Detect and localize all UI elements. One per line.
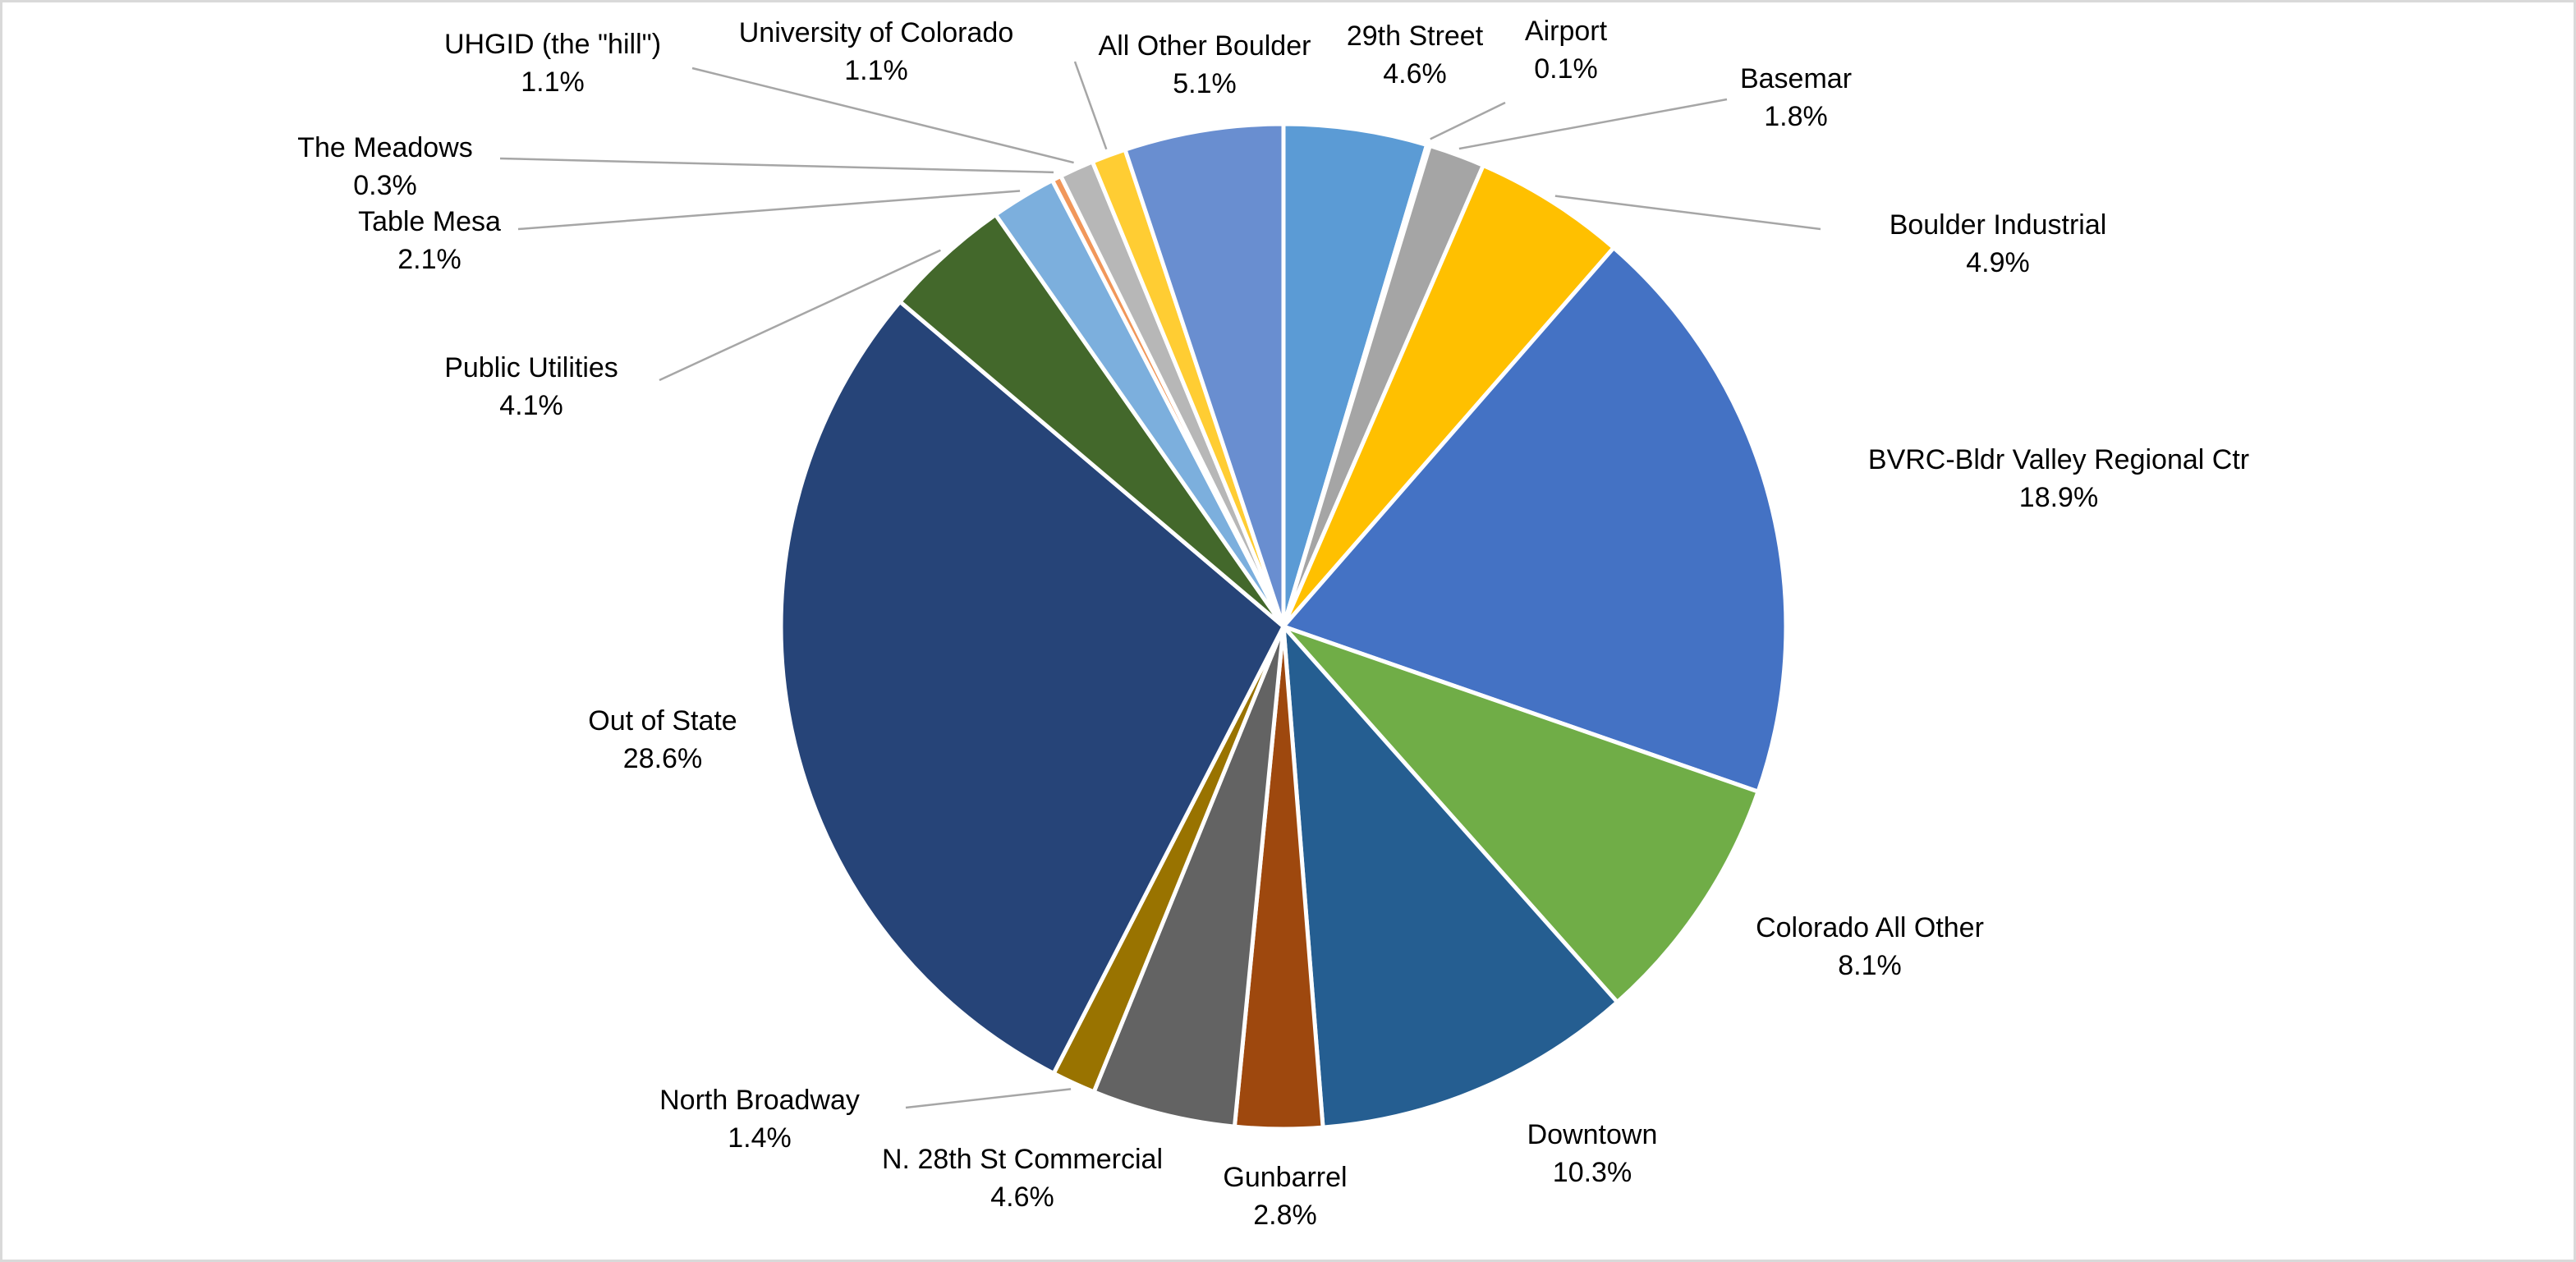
- slice-value-label: 0.3%: [353, 170, 417, 201]
- leader-line: [1430, 101, 1506, 140]
- slice-value-label: 1.1%: [844, 55, 908, 86]
- slice-label: The Meadows: [297, 132, 473, 163]
- pie-slice-out-of-state: [778, 298, 1287, 1076]
- slice-value-label: 2.1%: [397, 244, 461, 275]
- pie-slice-downtown: [1280, 620, 1621, 1130]
- pie-slice-colorado-all-other: [1276, 622, 1761, 1006]
- slice-label: North Broadway: [659, 1085, 860, 1116]
- slice-label: University of Colorado: [739, 17, 1013, 48]
- slice-value-label: 18.9%: [2019, 482, 2098, 513]
- leader-line: [517, 190, 1021, 231]
- slice-value-label: 1.1%: [521, 67, 585, 98]
- slice-value-label: 0.1%: [1534, 53, 1598, 85]
- slice-label: All Other Boulder: [1099, 30, 1311, 62]
- slice-value-label: 8.1%: [1838, 950, 1902, 981]
- pie-slice-all-other-boulder: [1122, 122, 1286, 627]
- slice-label: Airport: [1525, 16, 1608, 47]
- slice-value-label: 2.8%: [1253, 1200, 1317, 1231]
- slice-label: Basemar: [1740, 63, 1852, 94]
- slice-value-label: 4.6%: [1383, 58, 1447, 89]
- slice-value-label: 4.9%: [1966, 247, 2030, 278]
- slice-label: Out of State: [588, 705, 737, 737]
- leader-line: [691, 67, 1074, 164]
- slice-label: Colorado All Other: [1756, 912, 1984, 943]
- pie-slice-boulder-industrial: [1281, 163, 1617, 628]
- leader-line: [659, 249, 941, 382]
- leader-line: [905, 1088, 1072, 1109]
- leader-line: [499, 157, 1054, 174]
- slice-value-label: 1.8%: [1764, 101, 1828, 132]
- slice-value-label: 5.1%: [1173, 68, 1237, 99]
- leader-line: [1458, 98, 1728, 150]
- pie-slice-n-28th-st-commercial: [1091, 626, 1286, 1129]
- slice-label: Boulder Industrial: [1890, 209, 2107, 241]
- leader-line: [1073, 61, 1108, 150]
- slice-label: Public Utilities: [444, 352, 618, 383]
- slice-value-label: 1.4%: [728, 1122, 792, 1154]
- leader-line: [1554, 195, 1821, 231]
- slice-label: Gunbarrel: [1223, 1162, 1347, 1193]
- slice-label: UHGID (the "hill"): [444, 29, 661, 60]
- slice-label: Downtown: [1527, 1119, 1658, 1150]
- slice-label: N. 28th St Commercial: [882, 1144, 1163, 1175]
- slice-label: Table Mesa: [358, 206, 501, 237]
- pie-slice-bvrc-bldr-valley-regional-ctr: [1279, 245, 1789, 795]
- slice-label: 29th Street: [1347, 21, 1484, 52]
- slice-label: BVRC-Bldr Valley Regional Ctr: [1868, 444, 2249, 475]
- slice-value-label: 28.6%: [623, 743, 702, 774]
- slice-value-label: 4.1%: [499, 390, 563, 421]
- slice-value-label: 4.6%: [990, 1182, 1054, 1213]
- slice-value-label: 10.3%: [1553, 1157, 1632, 1188]
